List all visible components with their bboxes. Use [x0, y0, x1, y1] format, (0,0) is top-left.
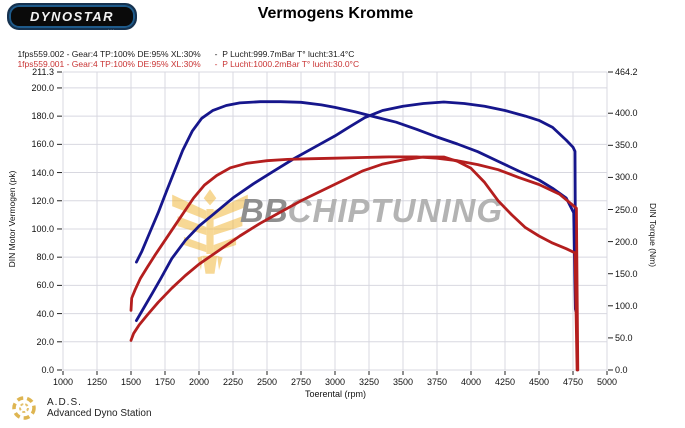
ads-footer-text: A.D.S. Advanced Dyno Station — [47, 397, 152, 419]
y-right-tick-label: 50.0 — [615, 332, 633, 343]
y-axis-label-right: DIN Torque (Nm) — [648, 202, 658, 268]
run-info-line-2: 1fps559.001 - Gear:4 TP:100% DE:95% XL:3… — [8, 49, 359, 79]
run-1-file-params: 1fps559.002 - Gear:4 TP:100% DE:95% XL:3… — [17, 49, 201, 59]
y-left-tick-label: 80.0 — [36, 252, 54, 263]
watermark-chiptuning: CHIPTUNING — [287, 192, 504, 229]
y-left-tick-label: 20.0 — [36, 336, 54, 347]
y-right-tick-label: 0.0 — [615, 365, 628, 375]
x-tick-label: 3250 — [358, 377, 380, 387]
y-left-tick-label: 60.0 — [36, 280, 54, 291]
logo-fine-print: ... — [108, 26, 116, 32]
y-right-tick-label: 464.2 — [615, 67, 638, 77]
ads-footer: A.D.S. Advanced Dyno Station — [9, 393, 152, 423]
x-tick-label: 1250 — [86, 377, 108, 387]
power-run-001 — [129, 155, 579, 372]
run-2-file-params: 1fps559.001 - Gear:4 TP:100% DE:95% XL:3… — [17, 59, 201, 69]
x-tick-label: 2750 — [290, 377, 312, 387]
x-tick-label: 4500 — [528, 377, 550, 387]
x-tick-label: 4000 — [460, 377, 482, 387]
y-right-tick-label: 100.0 — [615, 300, 638, 311]
page-title: Vermogens Kromme — [257, 5, 414, 22]
ads-abbreviation: A.D.S. — [47, 397, 82, 408]
y-left-tick-label: 200.0 — [31, 82, 54, 93]
y-left-tick-label: 140.0 — [31, 167, 54, 178]
run-1-ambient: - P Lucht:999.7mBar T° lucht:31.4°C — [214, 49, 355, 59]
ads-swirl-icon — [12, 396, 36, 420]
x-tick-label: 3750 — [426, 377, 448, 387]
torque-run-001 — [129, 155, 580, 372]
y-right-tick-label: 400.0 — [615, 108, 638, 119]
x-tick-label: 5000 — [596, 377, 618, 387]
watermark-bb: BB — [240, 192, 288, 229]
y-right-tick-label: 250.0 — [615, 204, 638, 215]
dynostar-logo: DYNOSTAR — [7, 3, 137, 30]
x-tick-label: 4750 — [562, 377, 584, 387]
y-right-tick-label: 300.0 — [615, 172, 638, 183]
x-tick-label: 3500 — [392, 377, 414, 387]
x-tick-label: 1000 — [52, 377, 74, 387]
x-tick-label: 2000 — [188, 377, 210, 387]
power-run-002 — [134, 100, 578, 323]
bb-chiptuning-watermark-text: BBCHIPTUNING — [240, 194, 503, 227]
run-2-ambient: - P Lucht:1000.2mBar T° lucht:30.0°C — [214, 59, 360, 69]
x-tick-label: 3000 — [324, 377, 346, 387]
y-left-tick-label: 180.0 — [31, 111, 54, 122]
x-tick-label: 2500 — [256, 377, 278, 387]
x-tick-label: 1750 — [154, 377, 176, 387]
y-right-tick-label: 350.0 — [615, 140, 638, 151]
bb-chiptuning-eagle-icon — [172, 189, 248, 274]
y-left-tick-label: 211.3 — [32, 67, 54, 77]
x-tick-label: 2250 — [222, 377, 244, 387]
x-axis-label: Toerental (rpm) — [304, 389, 367, 399]
y-left-tick-label: 100.0 — [31, 223, 54, 234]
y-left-tick-label: 0.0 — [41, 365, 54, 375]
dynostar-logo-text: DYNOSTAR — [30, 9, 114, 24]
y-left-tick-label: 120.0 — [31, 195, 54, 206]
ads-full-name: Advanced Dyno Station — [47, 408, 152, 419]
y-left-tick-label: 160.0 — [31, 139, 54, 150]
x-tick-label: 1500 — [120, 377, 142, 387]
torque-run-002 — [134, 100, 577, 311]
run-info-line-1: 1fps559.002 - Gear:4 TP:100% DE:95% XL:3… — [8, 39, 354, 69]
y-right-tick-label: 150.0 — [615, 268, 638, 279]
y-right-tick-label: 200.0 — [615, 236, 638, 247]
x-tick-label: 4250 — [494, 377, 516, 387]
y-left-tick-label: 40.0 — [36, 308, 54, 319]
